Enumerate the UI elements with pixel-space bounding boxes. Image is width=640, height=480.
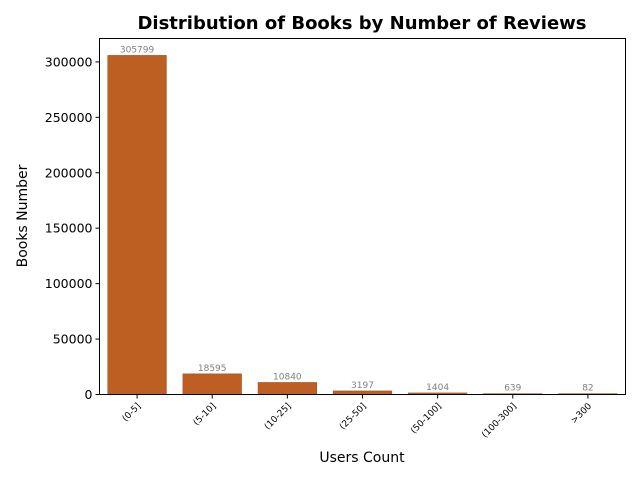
data-label: 639	[504, 384, 521, 394]
bar	[332, 390, 393, 395]
bar	[182, 373, 242, 395]
data-label: 10840	[273, 372, 302, 382]
data-labels-group: 305799 18595 10840 3197 1404 639 82	[120, 45, 594, 393]
plot-area-frame	[99, 38, 626, 395]
y-axis: 0 50000 100000 150000 200000 250000 300000	[45, 54, 100, 402]
data-label: 305799	[120, 45, 155, 55]
y-tick-label: 150000	[45, 221, 93, 236]
bar	[257, 382, 317, 395]
y-tick-label: 50000	[53, 332, 93, 347]
y-axis-label: Books Number	[15, 164, 31, 267]
y-tick-label: 0	[85, 387, 93, 402]
data-label: 3197	[351, 381, 374, 391]
y-tick-label: 200000	[45, 165, 93, 180]
chart-title: Distribution of Books by Number of Revie…	[137, 13, 586, 34]
data-label: 82	[582, 384, 593, 394]
x-axis-label: Users Count	[319, 450, 405, 466]
data-label: 1404	[426, 383, 449, 393]
y-tick-label: 250000	[45, 110, 93, 125]
bar	[107, 55, 167, 395]
y-tick-label: 100000	[45, 276, 93, 291]
y-tick-label: 300000	[45, 54, 93, 69]
data-label: 18595	[198, 364, 227, 374]
